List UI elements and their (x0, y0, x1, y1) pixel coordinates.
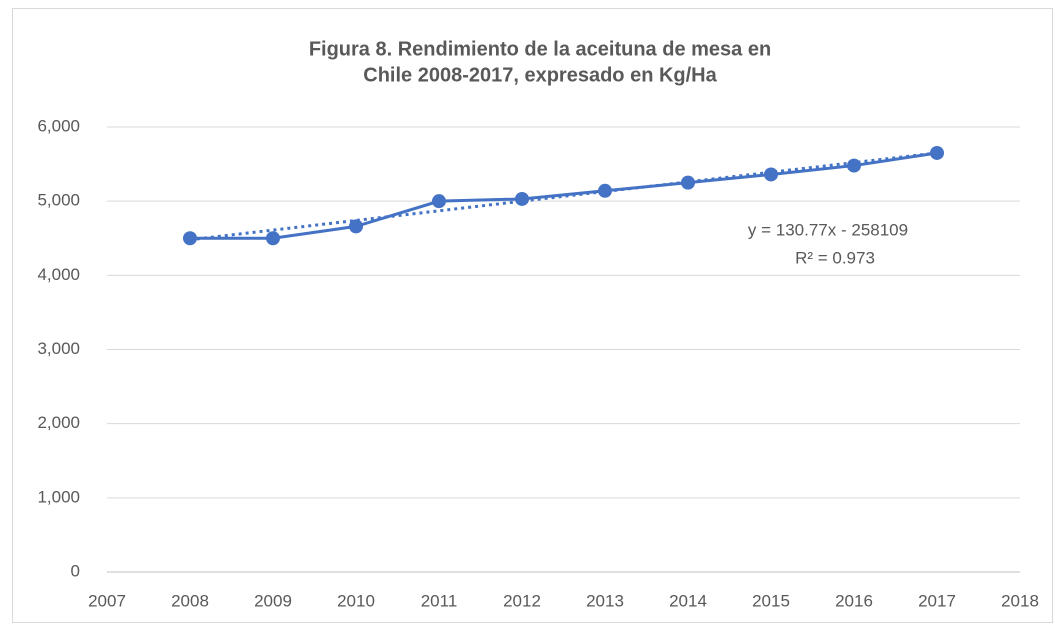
y-tick-label: 1,000 (37, 487, 80, 506)
y-tick-label: 3,000 (37, 339, 80, 358)
y-tick-label: 0 (71, 561, 80, 580)
marker (349, 219, 363, 234)
y-tick-label: 6,000 (37, 116, 80, 135)
marker (432, 194, 446, 209)
x-tick-label: 2010 (337, 591, 375, 610)
marker (515, 191, 529, 206)
y-tick-label: 4,000 (37, 265, 80, 284)
marker (266, 231, 280, 246)
x-tick-label: 2012 (503, 591, 541, 610)
y-tick-label: 2,000 (37, 413, 80, 432)
annotation: y = 130.77x - 258109 (748, 220, 908, 239)
chart-title: Chile 2008-2017, expresado en Kg/Ha (363, 64, 717, 86)
x-tick-label: 2009 (254, 591, 292, 610)
x-tick-label: 2015 (752, 591, 790, 610)
x-tick-label: 2014 (669, 591, 707, 610)
x-tick-label: 2016 (835, 591, 873, 610)
x-tick-label: 2018 (1001, 591, 1039, 610)
x-tick-label: 2007 (88, 591, 126, 610)
annotation: R² = 0.973 (795, 248, 875, 267)
marker (681, 175, 695, 190)
x-tick-label: 2017 (918, 591, 956, 610)
x-tick-label: 2008 (171, 591, 209, 610)
x-tick-label: 2011 (421, 591, 458, 610)
marker (764, 167, 778, 182)
marker (930, 145, 944, 160)
marker (598, 183, 612, 198)
x-tick-label: 2013 (586, 591, 624, 610)
line (190, 151, 938, 240)
chart-title: Figura 8. Rendimiento de la aceituna de … (309, 38, 771, 60)
y-tick-label: 5,000 (37, 191, 80, 210)
chart-border (12, 8, 1053, 623)
